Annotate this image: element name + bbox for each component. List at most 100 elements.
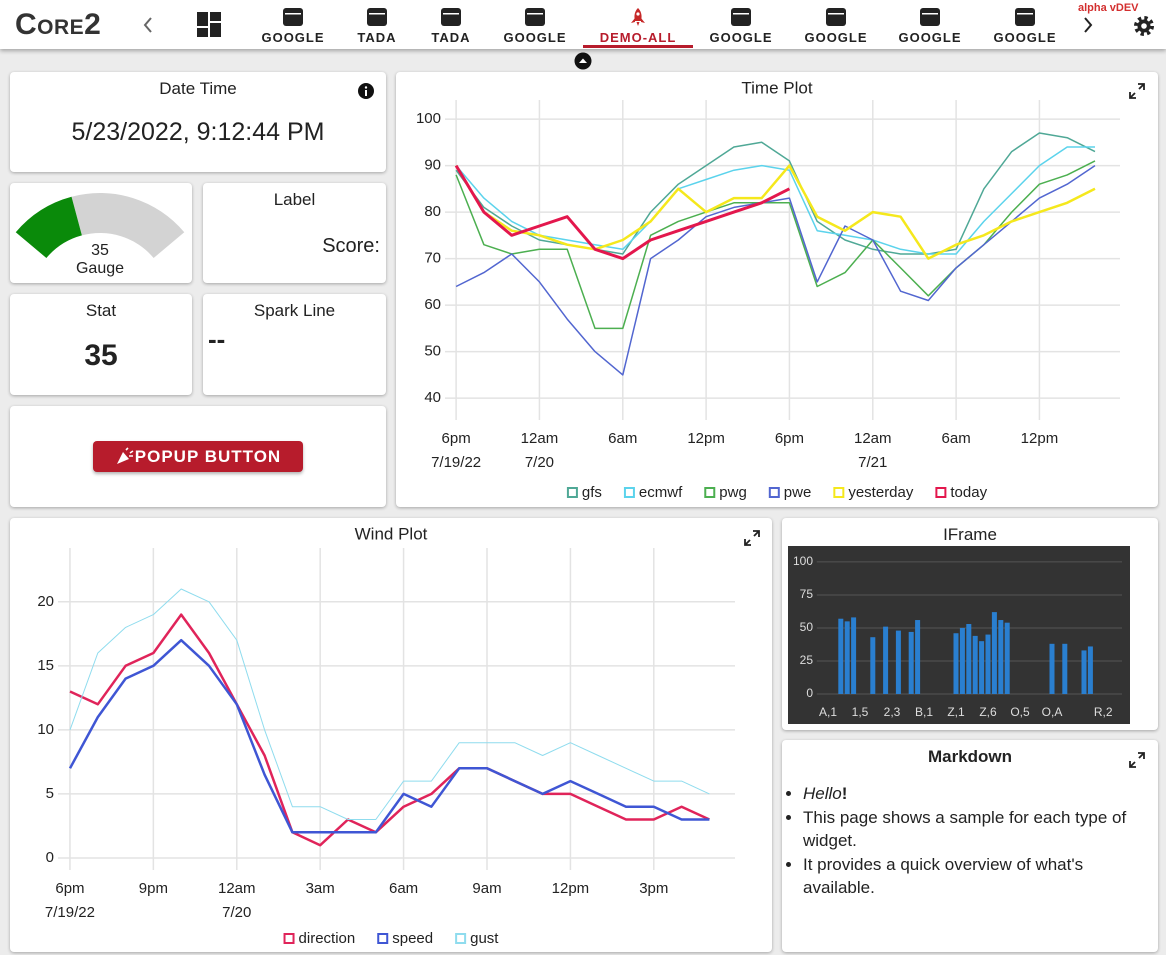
bar [915,620,921,694]
x-tick-label: O,5 [1010,705,1030,719]
version-label: alpha vDEV [1078,2,1139,14]
x-tick-label: B,1 [915,705,933,719]
dashboard-icon[interactable] [197,12,223,38]
legend-swatch [377,933,389,944]
x-tick-label: 12pm [552,880,590,897]
bar [966,624,972,694]
stat-value: 35 [84,339,118,372]
x-tick-label: 12am [854,430,892,447]
bar [1004,622,1010,694]
y-tick-label: 40 [424,389,441,406]
legend: direction speed gust [283,930,499,947]
legend-label: ecmwf [639,484,683,501]
bar [1081,650,1087,694]
gauge-track [71,193,185,259]
y-tick-label: 20 [37,593,54,610]
card-title: Markdown [927,747,1013,766]
bar [844,621,850,694]
legend-swatch [704,487,716,498]
gauge-value: 35 [91,242,109,259]
x-tick-label: Z,1 [947,705,965,719]
tab-icon [826,8,846,26]
bar [1062,643,1068,694]
bar [953,633,959,694]
bar [883,626,889,694]
expand-icon[interactable] [1128,82,1146,100]
bar [991,612,997,694]
tab-icon [731,8,751,26]
tab[interactable]: GOOGLE [691,0,791,49]
bold-text: ! [841,784,848,803]
expand-icon[interactable] [1128,751,1146,769]
series-line [455,164,1096,376]
date-time-card: Date Time 5/23/2022, 9:12:44 PM [10,72,386,172]
bar [979,641,985,694]
legend-label: speed [392,930,433,947]
x-tick-label: O,A [1042,705,1063,719]
nav-bar: Core2 GOOGLE TADA TADA GOOGLE DEMO-ALL G… [0,0,1166,49]
card-title: Date Time [159,79,237,98]
tab-icon [441,8,461,26]
italic-text: Hello [803,784,842,803]
series-line [69,613,710,847]
collapse-button[interactable] [574,52,592,70]
legend-swatch [623,487,635,498]
tab[interactable]: DEMO-ALL [583,0,693,49]
tab-label: GOOGLE [993,30,1057,45]
tab-label: GOOGLE [709,30,773,45]
y-tick-label: 70 [424,250,441,267]
iframe-card: IFrame 0 25 50 75 100 A,1 1,5 2,3 B,1 Z,1 Z,6 O,5 O,… [782,518,1158,730]
tab[interactable]: TADA [401,0,501,49]
card-title: Label [273,190,316,209]
y-tick-label: 60 [424,296,441,313]
tab-label: GOOGLE [898,30,962,45]
list-item: This page shows a sample for each type o… [803,806,1143,853]
bar [998,620,1004,694]
expand-icon[interactable] [743,529,761,547]
info-icon[interactable] [357,82,375,100]
tab[interactable]: GOOGLE [975,0,1075,49]
tab[interactable]: GOOGLE [880,0,980,49]
bar [908,631,914,694]
card-title: Stat [85,301,117,320]
y-tick-label: 25 [800,653,814,667]
bar [851,617,857,694]
list-item: Hello! [803,782,1143,806]
y-tick-label: 80 [424,203,441,220]
wind-plot: Wind Plot 0 5 10 15 20 6pm 7/19/22 9pm 12am 7/20 3a… [37,524,735,947]
tab[interactable]: GOOGLE [243,0,343,49]
legend-swatch [833,487,845,498]
legend-label: yesterday [848,484,914,501]
settings-icon[interactable] [1132,14,1156,38]
tab-label: GOOGLE [261,30,325,45]
x-tick-label: 12am [218,880,256,897]
next-arrow[interactable] [1080,15,1096,35]
tab[interactable]: TADA [327,0,427,49]
prev-arrow[interactable] [140,15,156,35]
card-title: Spark Line [253,301,336,320]
tab[interactable]: GOOGLE [485,0,585,49]
iframe-chart: 0 25 50 75 100 A,1 1,5 2,3 B,1 Z,1 Z,6 O,5 O,A R,2 [788,546,1130,724]
stat-card: Stat 35 [10,294,192,395]
legend-swatch [935,487,947,498]
bar [1087,646,1093,694]
x-tick-label: 1,5 [852,705,869,719]
tab-label: TADA [431,30,471,45]
popup-button[interactable]: POPUP BUTTON [93,441,303,472]
series-line [455,132,1096,255]
tab-label: GOOGLE [503,30,567,45]
tab[interactable]: GOOGLE [786,0,886,49]
y-tick-label: 100 [416,110,441,127]
series-line [455,146,1095,255]
x-tick-label: 6pm [55,880,84,897]
x-tick-label: Z,6 [979,705,997,719]
gauge-fill [15,196,82,259]
x-tick-label: A,1 [819,705,837,719]
logo[interactable]: Core2 [15,8,102,41]
legend-label: gust [470,930,499,947]
x-tick-date: 7/20 [222,904,251,921]
tab-label: DEMO-ALL [599,30,677,45]
y-tick-label: 90 [424,157,441,174]
x-tick-label: 12pm [687,430,725,447]
